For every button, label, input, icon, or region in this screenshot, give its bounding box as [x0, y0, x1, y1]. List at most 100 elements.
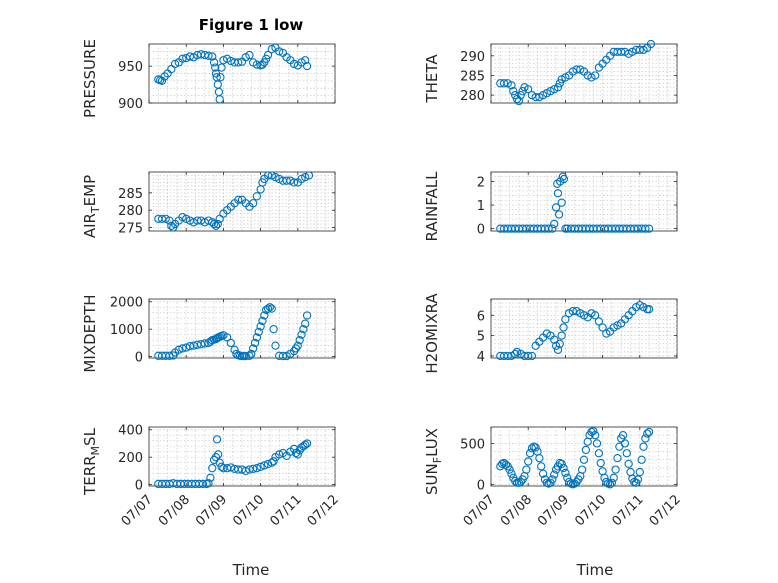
subplot-sun-flux-data-point: [622, 449, 631, 458]
subplot-air-temp-data-point: [209, 219, 219, 229]
subplot-air-temp-data-point: [234, 195, 243, 204]
subplot-sun-flux-data-point: [531, 443, 540, 452]
subplot-rainfall-data-point: [550, 219, 559, 229]
subplot-sun-flux-data-point: [644, 427, 654, 437]
subplot-mixdepth-data-point: [256, 322, 265, 331]
subplot-sun-flux-y-tick-label: 500: [460, 437, 485, 452]
subplot-rainfall-data-point: [557, 198, 566, 207]
subplot-pressure: 900 950 PRESSURE: [81, 39, 336, 118]
subplot-theta-data-point: [635, 45, 644, 55]
subplot-pressure-data-point: [160, 72, 169, 81]
subplot-mixdepth-data-point: [278, 351, 288, 361]
subplot-h2omixra-data-point: [591, 311, 600, 320]
subplot-mixdepth-data-point: [267, 304, 276, 313]
subplot-sun-flux-data-point: [592, 439, 602, 448]
subplot-mixdepth-data-point: [241, 351, 250, 361]
subplot-h2omixra-data-point: [550, 335, 559, 344]
subplot-sun-flux-y-tick-label: 0: [477, 478, 485, 493]
subplot-rainfall-y-tick-label: 1: [477, 199, 485, 214]
subplot-h2omixra-data-point: [511, 349, 520, 359]
subplot-air-temp-data-point: [213, 219, 222, 229]
subplot-rainfall-y-axis-label: RAINFALL: [423, 171, 441, 242]
subplot-terr-msl-y-tick-label: 400: [118, 424, 143, 439]
subplot-air-temp-data-point: [182, 214, 191, 224]
subplot-h2omixra-data-point: [598, 323, 607, 332]
subplot-pressure-data-point: [275, 47, 284, 56]
subplot-mixdepth-data-point: [250, 338, 260, 348]
subplot-rainfall-y-tick-label: 2: [477, 175, 485, 190]
subplot-mixdepth-data-point: [200, 339, 209, 348]
subplot-air-temp-data-point: [275, 174, 284, 184]
subplot-mixdepth-data-point: [247, 349, 256, 359]
subplot-pressure-data-point: [157, 76, 167, 86]
subplot-theta-data-point: [499, 79, 509, 88]
subplot-mixdepth-data-point: [302, 311, 312, 320]
subplot-theta-data-point: [518, 87, 527, 96]
subplot-air-temp-data-point: [249, 199, 258, 208]
subplot-h2omixra-y-tick-label: 6: [477, 309, 485, 324]
subplot-h2omixra-y-tick-label: 4: [477, 350, 485, 365]
subplot-sun-flux-data-point: [589, 426, 598, 436]
subplot-mixdepth-data-point: [299, 325, 308, 334]
subplot-h2omixra-data-point: [559, 323, 568, 332]
subplot-h2omixra-data-point: [644, 305, 654, 314]
subplot-h2omixra-data-point: [503, 351, 512, 361]
subplot-air-temp-data-point: [211, 221, 221, 230]
subplot-h2omixra-data-point: [557, 331, 566, 340]
subplot-sun-flux-data-point: [618, 431, 628, 440]
subplot-h2omixra-data-point: [527, 351, 537, 361]
subplot-theta-data-point: [509, 87, 518, 96]
subplot-sun-flux-data-point: [635, 467, 644, 477]
subplot-mixdepth-data-point: [245, 351, 254, 360]
subplot-sun-flux-data-point: [535, 453, 544, 463]
subplot-air-temp-y-tick-label: 280: [118, 204, 143, 219]
subplot-sun-flux-data-point: [525, 449, 535, 458]
subplot-sun-flux-data-point: [557, 459, 566, 469]
subplot-air-temp-data-point: [252, 192, 262, 201]
subplot-mixdepth-data-point: [265, 303, 275, 312]
subplot-pressure-data-point: [263, 50, 273, 60]
subplot-pressure-data-point: [216, 73, 225, 82]
subplot-h2omixra-y-tick-label: 5: [477, 330, 485, 345]
subplot-mixdepth-data-point: [230, 345, 239, 354]
subplot-terr-msl-data-point: [212, 435, 222, 444]
subplot-theta-data-point: [553, 83, 563, 92]
subplot-sun-flux-data-point: [516, 477, 525, 487]
subplot-sun-flux-data-point: [637, 455, 646, 464]
subplot-air-temp-y-tick-label: 275: [118, 222, 143, 237]
subplot-sun-flux-data-point: [561, 468, 570, 478]
subplot-sun-flux-data-point: [559, 463, 568, 473]
subplot-sun-flux-data-point: [605, 480, 615, 489]
subplot-air-temp-data-point: [301, 173, 310, 182]
subplot-terr-msl-data-point: [269, 457, 278, 466]
subplot-sun-flux-data-point: [613, 453, 622, 463]
subplot-terr-msl-data-point: [256, 462, 265, 471]
subplot-h2omixra-data-point: [553, 345, 563, 355]
subplot-air-temp-data-point: [289, 178, 299, 187]
subplot-mixdepth-data-point: [222, 333, 232, 342]
subplot-pressure-data-point: [217, 63, 226, 72]
subplot-air-temp-data-point: [189, 218, 198, 227]
subplot-rainfall-data-point: [644, 224, 654, 233]
subplot-theta-y-tick-label: 280: [460, 89, 485, 104]
subplot-air-temp-data-point: [167, 221, 176, 230]
subplot-rainfall-data-point: [548, 224, 557, 233]
subplot-mixdepth-data-point: [269, 325, 278, 334]
subplot-sun-flux-data-point: [591, 431, 600, 440]
subplot-mixdepth: 0 1000 2000 MIXDEPTH: [81, 294, 336, 373]
subplot-sun-flux-data-point: [641, 434, 650, 443]
subplot-air-temp-y-axis-label: AIRTEMP: [81, 175, 102, 238]
subplot-sun-flux-y-axis-label: SUNFLUX: [423, 428, 444, 495]
subplot-air-temp-data-point: [286, 176, 295, 185]
subplot-theta-data-point: [555, 79, 564, 88]
subplot-sun-flux-data-point: [572, 477, 581, 487]
subplot-mixdepth-data-point: [271, 341, 280, 350]
subplot-pressure-data-point: [234, 58, 243, 67]
subplot-pressure-data-point: [209, 58, 219, 67]
subplot-sun-flux-data-point: [594, 449, 604, 458]
subplot-theta-data-point: [617, 47, 626, 57]
subplot-terr-msl-data-point: [217, 462, 226, 471]
subplot-terr-msl-data-point: [249, 464, 258, 473]
subplot-sun-flux-data-point: [596, 458, 605, 468]
